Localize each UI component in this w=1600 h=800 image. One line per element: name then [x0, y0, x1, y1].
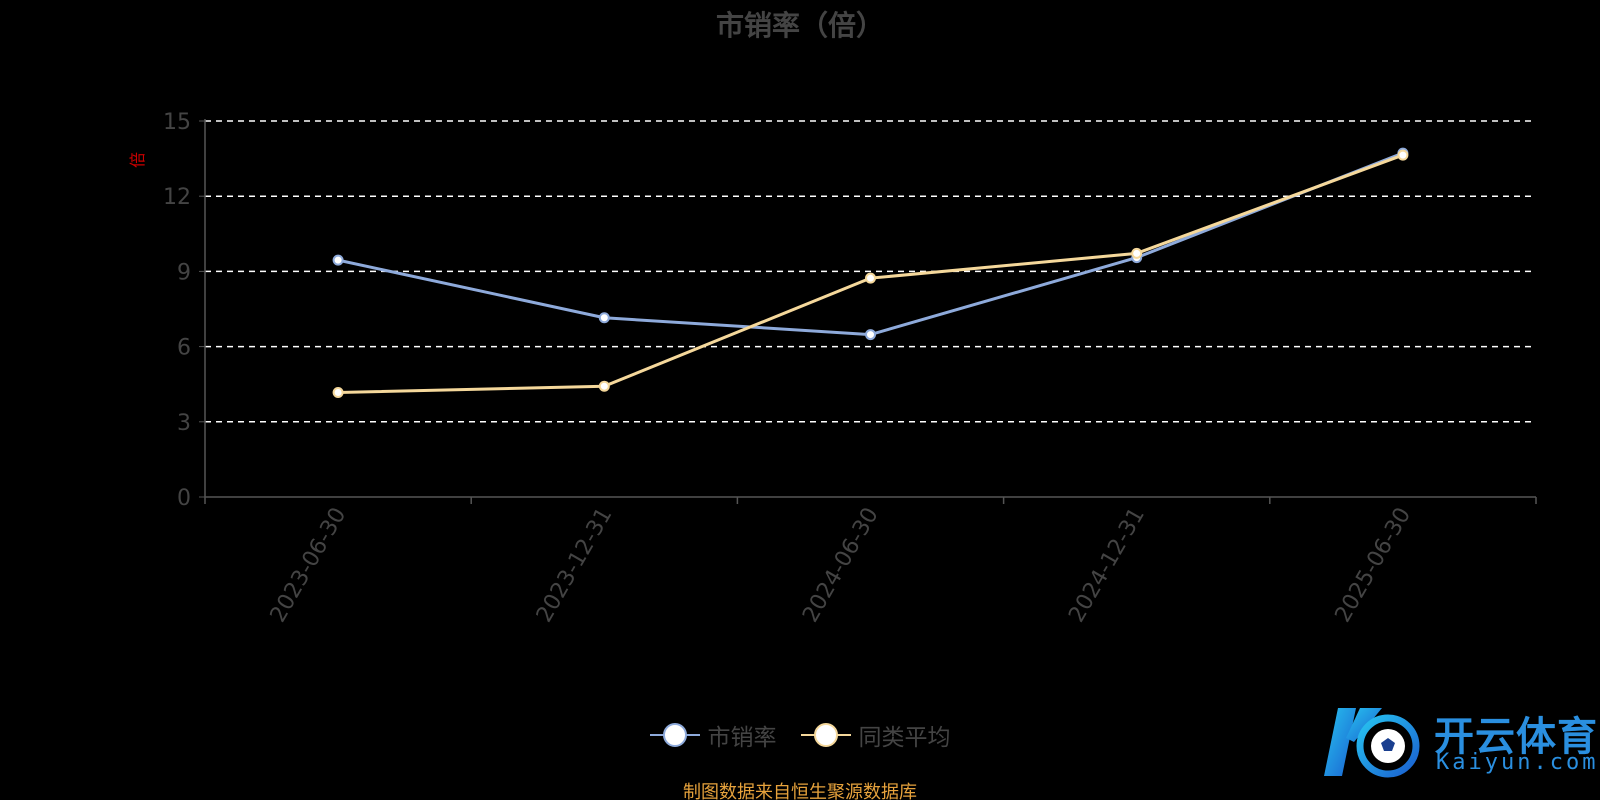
soccer-ball-logo-icon — [1324, 708, 1420, 778]
data-point — [1397, 149, 1409, 161]
legend-label: 市销率 — [707, 725, 777, 751]
x-tick-label: 2024-12-31 — [1064, 504, 1150, 627]
x-tick-label: 2025-06-30 — [1331, 504, 1417, 627]
y-tick-label: 12 — [163, 185, 191, 210]
y-tick-label: 0 — [177, 486, 191, 511]
data-point — [598, 312, 610, 324]
data-point — [598, 380, 610, 392]
y-tick-label: 9 — [177, 260, 191, 285]
data-point — [865, 272, 876, 284]
watermark-logo: 开云体育 Kaiyun.com — [1316, 700, 1597, 784]
x-tick-label: 2024-06-30 — [798, 504, 884, 627]
watermark-text-en: Kaiyun.com — [1436, 750, 1599, 775]
source-note: 制图数据来自恒生聚源数据库 — [683, 782, 917, 800]
y-tick-label: 6 — [177, 336, 191, 361]
legend: 市销率 同类平均 — [0, 718, 1600, 752]
data-point — [865, 329, 876, 341]
y-tick-label: 3 — [177, 411, 191, 436]
legend-label: 同类平均 — [858, 725, 951, 751]
y-axis-label: 倍 — [128, 152, 147, 168]
x-tick-label: 2023-06-30 — [266, 504, 352, 627]
data-point — [332, 386, 344, 398]
legend-marker-icon — [649, 723, 700, 747]
y-tick-label: 15 — [163, 110, 191, 135]
legend-item-series-2[interactable]: 同类平均 — [800, 718, 951, 752]
series-line-1 — [337, 151, 1404, 337]
axes: 0 3 6 9 12 15 2023-06-30 2023-12-31 2024-06-30 20… — [163, 110, 1537, 627]
legend-marker-icon — [800, 723, 851, 747]
chart-title: 市销率（倍） — [715, 9, 884, 42]
series-lines — [332, 147, 1409, 398]
legend-item-series-1[interactable]: 市销率 — [649, 718, 777, 752]
data-point — [1131, 247, 1143, 259]
x-tick-label: 2023-12-31 — [532, 504, 618, 627]
grid-lines — [205, 120, 1536, 423]
data-point — [332, 254, 344, 266]
watermark-text-cn: 开云体育 — [1434, 714, 1598, 760]
